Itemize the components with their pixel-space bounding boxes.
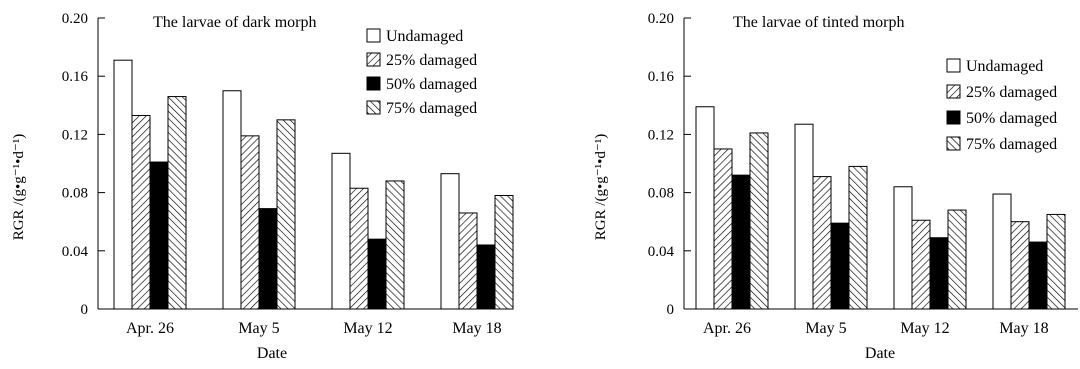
legend-label: 50% damaged <box>966 110 1057 127</box>
y-tick-label: 0.04 <box>648 244 675 260</box>
y-tick-label: 0.16 <box>62 69 89 85</box>
bar <box>276 119 296 310</box>
x-tick-label: May 18 <box>999 320 1048 337</box>
bar <box>222 90 242 310</box>
y-ticks: 0 0.04 0.08 0.12 0.16 0.20 <box>648 11 691 318</box>
legend-label: 75% damaged <box>386 100 477 117</box>
x-tick-label: May 12 <box>900 320 949 337</box>
x-tick-label: Apr. 26 <box>703 320 751 337</box>
bar <box>1010 221 1030 310</box>
bar <box>731 174 751 310</box>
y-tick-label: 0.12 <box>648 127 674 143</box>
chart-title: The larvae of tinted morph <box>733 14 905 31</box>
x-ticks: Apr. 26 May 5 May 12 May 18 <box>126 320 502 337</box>
legend-label: Undamaged <box>386 28 463 45</box>
y-tick-label: 0.20 <box>648 11 674 27</box>
bar <box>331 152 351 310</box>
bar <box>695 106 715 310</box>
x-tick-label: May 5 <box>805 320 846 337</box>
bar <box>458 212 478 310</box>
y-tick-label: 0.08 <box>648 186 674 202</box>
bar <box>992 193 1012 310</box>
y-tick-label: 0.08 <box>62 186 88 202</box>
bar <box>1046 213 1066 310</box>
bar <box>812 176 832 310</box>
bar <box>240 135 260 310</box>
bar <box>349 187 369 310</box>
bar <box>494 195 514 310</box>
bar <box>911 219 931 310</box>
legend-label: Undamaged <box>966 58 1043 75</box>
bar <box>367 238 387 310</box>
bar <box>893 186 913 310</box>
bar <box>929 237 949 310</box>
y-axis-label: RGR /(g•g⁻¹•d⁻¹) <box>11 134 27 241</box>
y-axis-label: RGR /(g•g⁻¹•d⁻¹) <box>593 134 609 241</box>
legend-swatch <box>366 76 381 91</box>
x-tick-label: May 18 <box>452 320 501 337</box>
chart-dark-morph: The larvae of dark morph RGR /(g•g⁻¹•d⁻¹… <box>11 11 514 362</box>
legend-swatch <box>946 110 961 125</box>
y-tick-label: 0 <box>81 302 89 318</box>
legend-swatch <box>946 84 961 99</box>
x-tick-label: May 5 <box>238 320 279 337</box>
bar <box>1028 241 1048 310</box>
bar <box>713 148 733 310</box>
legend-swatch <box>946 136 961 151</box>
legend: Undamaged 25% damaged 50% damaged 75% damag… <box>366 28 477 117</box>
bar <box>830 222 850 310</box>
bar <box>167 96 187 310</box>
legend-label: 50% damaged <box>386 76 477 93</box>
legend-label: 25% damaged <box>386 52 477 69</box>
y-tick-label: 0.04 <box>62 244 89 260</box>
bar <box>947 209 967 310</box>
bar <box>848 165 868 310</box>
chart-title: The larvae of dark morph <box>153 14 316 31</box>
bar <box>476 244 496 310</box>
legend-swatch <box>946 58 961 73</box>
legend-swatch <box>366 28 381 43</box>
legend-label: 25% damaged <box>966 84 1057 101</box>
y-ticks: 0 0.04 0.08 0.12 0.16 0.20 <box>62 11 105 318</box>
bar <box>113 59 133 310</box>
legend: Undamaged 25% damaged 50% damaged 75% damag… <box>946 58 1057 153</box>
y-tick-label: 0.16 <box>648 69 675 85</box>
bar <box>385 180 405 310</box>
bar <box>749 132 769 310</box>
bar <box>131 114 151 310</box>
y-tick-label: 0 <box>667 302 675 318</box>
y-tick-label: 0.20 <box>62 11 88 27</box>
legend-label: 75% damaged <box>966 136 1057 153</box>
y-tick-label: 0.12 <box>62 127 88 143</box>
chart-tinted-morph: The larvae of tinted morph RGR /(g•g⁻¹•d… <box>593 11 1078 362</box>
legend-swatch <box>366 100 381 115</box>
bar <box>149 161 169 310</box>
x-tick-label: May 12 <box>343 320 392 337</box>
legend-swatch <box>366 52 381 67</box>
bar <box>258 208 278 310</box>
bars <box>113 59 514 310</box>
x-ticks: Apr. 26 May 5 May 12 May 18 <box>703 320 1049 337</box>
x-axis-label: Date <box>257 345 287 362</box>
x-tick-label: Apr. 26 <box>126 320 174 337</box>
x-axis-label: Date <box>865 345 895 362</box>
bar <box>440 173 460 310</box>
bar <box>794 123 814 310</box>
